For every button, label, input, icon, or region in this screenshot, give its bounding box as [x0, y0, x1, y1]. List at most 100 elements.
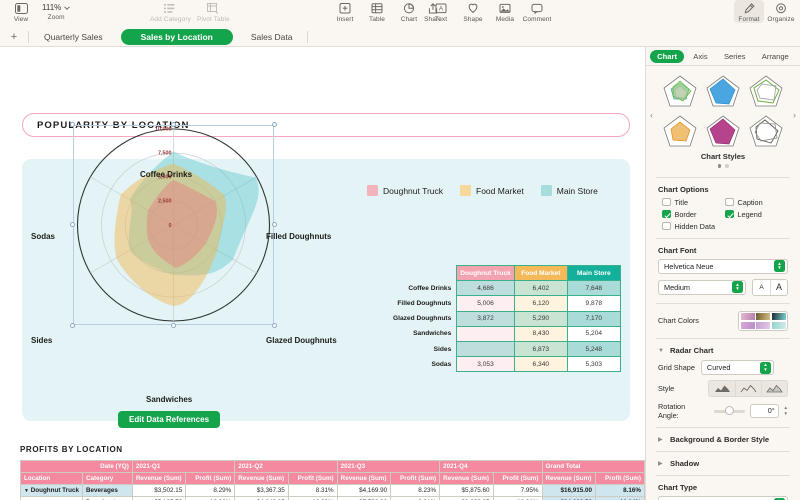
styles-prev-arrow-icon[interactable]: ‹ — [650, 110, 653, 120]
tab-series[interactable]: Series — [723, 51, 746, 61]
tab-axis[interactable]: Axis — [693, 51, 708, 61]
pivot-table[interactable]: Date (YQ) 2021-Q1 2021-Q2 2021-Q3 2021-Q… — [20, 460, 645, 500]
checkbox-box[interactable] — [662, 209, 671, 219]
pivot-category-doughnuts[interactable]: Doughnuts — [81, 496, 133, 500]
chart-colors-swatches[interactable] — [738, 310, 788, 331]
resize-handle-bottom-center[interactable] — [170, 323, 176, 328]
checkbox-border[interactable]: Border — [662, 210, 725, 219]
table-row[interactable]: Glazed Doughnuts 3,872 5,290 7,170 — [390, 310, 621, 327]
font-weight-select[interactable]: Medium ▲ ▼ — [658, 279, 746, 295]
pivot-col-profit-q2[interactable]: Profit (Sum) — [287, 472, 338, 485]
pivot-quarter-q4[interactable]: 2021-Q4 — [439, 460, 543, 473]
row-header-glazed-doughnuts[interactable]: Glazed Doughnuts — [390, 311, 458, 327]
resize-handle-top-left[interactable] — [70, 122, 75, 127]
pivot-cell[interactable]: $3,367.35 — [234, 484, 289, 497]
view-button[interactable]: View — [6, 0, 36, 23]
decrease-font-size-button[interactable]: A — [759, 283, 764, 291]
cell-value[interactable]: 6,340 — [513, 356, 568, 373]
color-swatch[interactable] — [740, 321, 755, 329]
chart-data-table[interactable]: Doughnut Truck Food Market Main Store Co… — [390, 264, 621, 373]
insert-button[interactable]: Insert — [330, 0, 360, 23]
chart-style-option-4[interactable] — [660, 112, 700, 150]
pivot-cell[interactable]: 10.09% — [287, 496, 338, 500]
organize-button[interactable]: Organize — [766, 0, 796, 23]
share-button[interactable]: Share — [418, 0, 448, 23]
page-dot-1[interactable] — [717, 164, 721, 168]
pivot-cell[interactable]: 9.31% — [390, 496, 441, 500]
chart-panel[interactable]: Doughnut Truck Food Market Main Store — [22, 122, 630, 421]
increase-font-size-button[interactable]: A — [770, 279, 787, 295]
swatch-column[interactable] — [771, 313, 786, 329]
row-header-sandwiches[interactable]: Sandwiches — [390, 326, 458, 342]
rotation-angle-field[interactable]: 0° — [750, 404, 779, 418]
cell-value[interactable] — [456, 340, 515, 358]
shape-button[interactable]: Shape — [458, 0, 488, 23]
checkbox-box[interactable] — [662, 197, 671, 207]
checkbox-caption[interactable]: Caption — [725, 198, 788, 207]
sheet-tab-sales-by-location[interactable]: Sales by Location — [120, 29, 233, 45]
background-border-section-header[interactable]: ▶ Background & Border Style — [646, 435, 800, 444]
cell-value[interactable]: 7,170 — [566, 310, 621, 327]
grid-shape-select[interactable]: Curved ▲ ▼ — [700, 360, 774, 375]
legend-item-doughnut-truck[interactable]: Doughnut Truck — [367, 185, 443, 196]
table-row[interactable]: Sides 6,873 5,248 — [390, 340, 621, 358]
color-swatch[interactable] — [756, 321, 770, 329]
disclosure-triangle-icon[interactable]: ▼ — [24, 488, 29, 494]
pivot-col-location[interactable]: Location — [20, 472, 83, 485]
pivot-quarter-q3[interactable]: 2021-Q3 — [336, 460, 441, 473]
cell-value[interactable]: 5,006 — [456, 295, 515, 312]
pivot-cell[interactable]: $9,032.35 — [439, 496, 494, 500]
media-button[interactable]: Media — [490, 0, 520, 23]
pivot-cell[interactable]: $5,875.60 — [439, 484, 494, 497]
tab-chart[interactable]: Chart — [650, 49, 684, 63]
column-header-doughnut-truck[interactable]: Doughnut Truck — [456, 264, 515, 282]
zoom-pill[interactable]: 111% — [38, 2, 74, 13]
resize-handle-top-center[interactable] — [170, 122, 176, 127]
pivot-quarter-q1[interactable]: 2021-Q1 — [131, 460, 236, 473]
chart-style-option-6[interactable] — [746, 112, 786, 150]
row-header-filled-doughnuts[interactable]: Filled Doughnuts — [390, 295, 458, 312]
radar-chart-selection[interactable] — [70, 122, 277, 328]
cell-value[interactable]: 3,053 — [456, 356, 515, 373]
pivot-cell[interactable]: $5,195.50 — [131, 496, 187, 500]
disclosure-triangle-icon[interactable]: ▶ — [658, 461, 663, 467]
checkbox-box[interactable] — [662, 221, 671, 231]
table-row[interactable]: Coffee Drinks 4,686 6,402 7,648 — [390, 280, 621, 297]
disclosure-triangle-icon[interactable]: ▼ — [658, 347, 664, 354]
table-row[interactable]: Sandwiches 8,430 5,204 — [390, 325, 621, 342]
row-header-sodas[interactable]: Sodas — [390, 356, 458, 372]
sheet-tab-sales-data[interactable]: Sales Data — [250, 32, 293, 42]
row-header-sides[interactable]: Sides — [390, 341, 458, 357]
color-swatch[interactable] — [740, 313, 755, 320]
cell-value[interactable]: 5,303 — [566, 356, 621, 373]
rotation-stepper-icon[interactable]: ▲ ▼ — [783, 405, 788, 416]
pivot-cell[interactable]: $5,592.30 — [336, 496, 392, 500]
swatch-column[interactable] — [740, 313, 755, 329]
stepper-icon[interactable]: ▲▼ — [759, 361, 771, 374]
column-header-main-store[interactable]: Main Store — [566, 264, 621, 282]
pivot-col-revenue-gt[interactable]: Revenue (Sum) — [541, 472, 596, 485]
cell-value[interactable]: 3,872 — [456, 310, 515, 327]
pivot-col-revenue-q2[interactable]: Revenue (Sum) — [234, 472, 289, 485]
style-option-area-icon[interactable] — [761, 381, 787, 396]
pivot-cell[interactable]: $4,849.35 — [234, 496, 289, 500]
pivot-col-revenue-q4[interactable]: Revenue (Sum) — [439, 472, 494, 485]
checkbox-box[interactable] — [725, 197, 734, 207]
legend-item-food-market[interactable]: Food Market — [460, 185, 524, 196]
cell-value[interactable]: 6,120 — [513, 295, 568, 312]
pivot-cell[interactable]: $24,669.50 — [541, 496, 596, 500]
color-swatch[interactable] — [771, 313, 786, 320]
pivot-col-profit-q1[interactable]: Profit (Sum) — [185, 472, 236, 485]
resize-handle-middle-right[interactable] — [272, 222, 277, 227]
pivot-cell[interactable]: 10.31% — [492, 496, 543, 500]
text-button[interactable]: A Text — [426, 0, 456, 23]
checkbox-title[interactable]: Title — [662, 198, 725, 207]
table-row[interactable]: Filled Doughnuts 5,006 6,120 9,878 — [390, 295, 621, 312]
cell-value[interactable]: 4,686 — [456, 280, 515, 297]
swatch-column[interactable] — [756, 313, 770, 329]
checkbox-hidden-data[interactable]: Hidden Data — [662, 222, 725, 231]
pivot-cell[interactable]: 10.38% — [185, 496, 236, 500]
cell-value[interactable]: 9,878 — [566, 295, 621, 312]
checkbox-box[interactable] — [725, 209, 734, 219]
cell-value[interactable]: 7,648 — [566, 280, 621, 297]
